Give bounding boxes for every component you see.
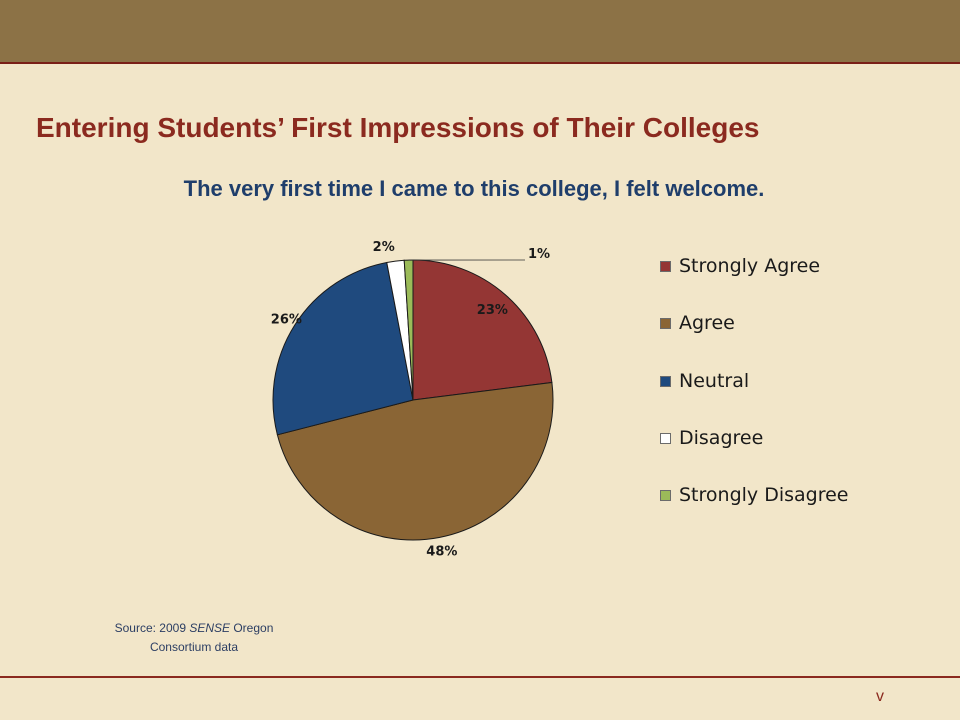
data-label-strongly-disagree: 1% <box>528 247 550 262</box>
legend-label-strongly-disagree: Strongly Disagree <box>679 484 849 506</box>
legend-item-disagree: Disagree <box>660 424 763 452</box>
legend-swatch-neutral <box>660 375 671 387</box>
legend-swatch-strongly-agree <box>660 260 671 272</box>
data-label-agree: 48% <box>426 544 457 559</box>
source-line-2: Consortium data <box>149 640 239 654</box>
source-note: Source: 2009 SENSE Oregon Consortium dat… <box>90 619 298 657</box>
legend-item-strongly-disagree: Strongly Disagree <box>660 481 848 509</box>
legend-swatch-agree <box>660 317 671 329</box>
data-label-disagree: 2% <box>373 240 395 255</box>
legend-label-disagree: Disagree <box>679 427 764 449</box>
legend-label-agree: Agree <box>679 312 735 334</box>
pie-slice-strongly-agree <box>412 259 553 401</box>
legend-label-strongly-agree: Strongly Agree <box>679 255 821 277</box>
header-bar <box>0 0 960 62</box>
legend-item-agree: Agree <box>660 309 735 337</box>
legend-swatch-strongly-disagree <box>660 489 671 501</box>
legend-item-neutral: Neutral <box>660 367 749 395</box>
pie-slice-neutral <box>272 261 414 436</box>
data-label-neutral: 26% <box>271 313 302 328</box>
chart-title: The very first time I came to this colle… <box>183 176 765 201</box>
slide-title: Entering Students’ First Impressions of … <box>36 112 760 143</box>
legend-swatch-disagree <box>660 432 671 444</box>
legend-item-strongly-agree: Strongly Agree <box>660 252 820 280</box>
source-suffix: Oregon <box>230 621 274 635</box>
source-survey-name: SENSE <box>189 621 231 635</box>
slide-number: v <box>876 688 884 705</box>
data-labels: 23% 48% 26% 2% 1% <box>271 240 550 559</box>
source-prefix: Source: 2009 <box>114 621 190 635</box>
pie-slice-agree <box>276 381 554 541</box>
footer-rule <box>0 676 960 678</box>
header-rule <box>0 62 960 64</box>
legend-label-neutral: Neutral <box>679 370 750 392</box>
data-label-strongly-agree: 23% <box>477 303 508 318</box>
pie-slices <box>272 259 554 541</box>
